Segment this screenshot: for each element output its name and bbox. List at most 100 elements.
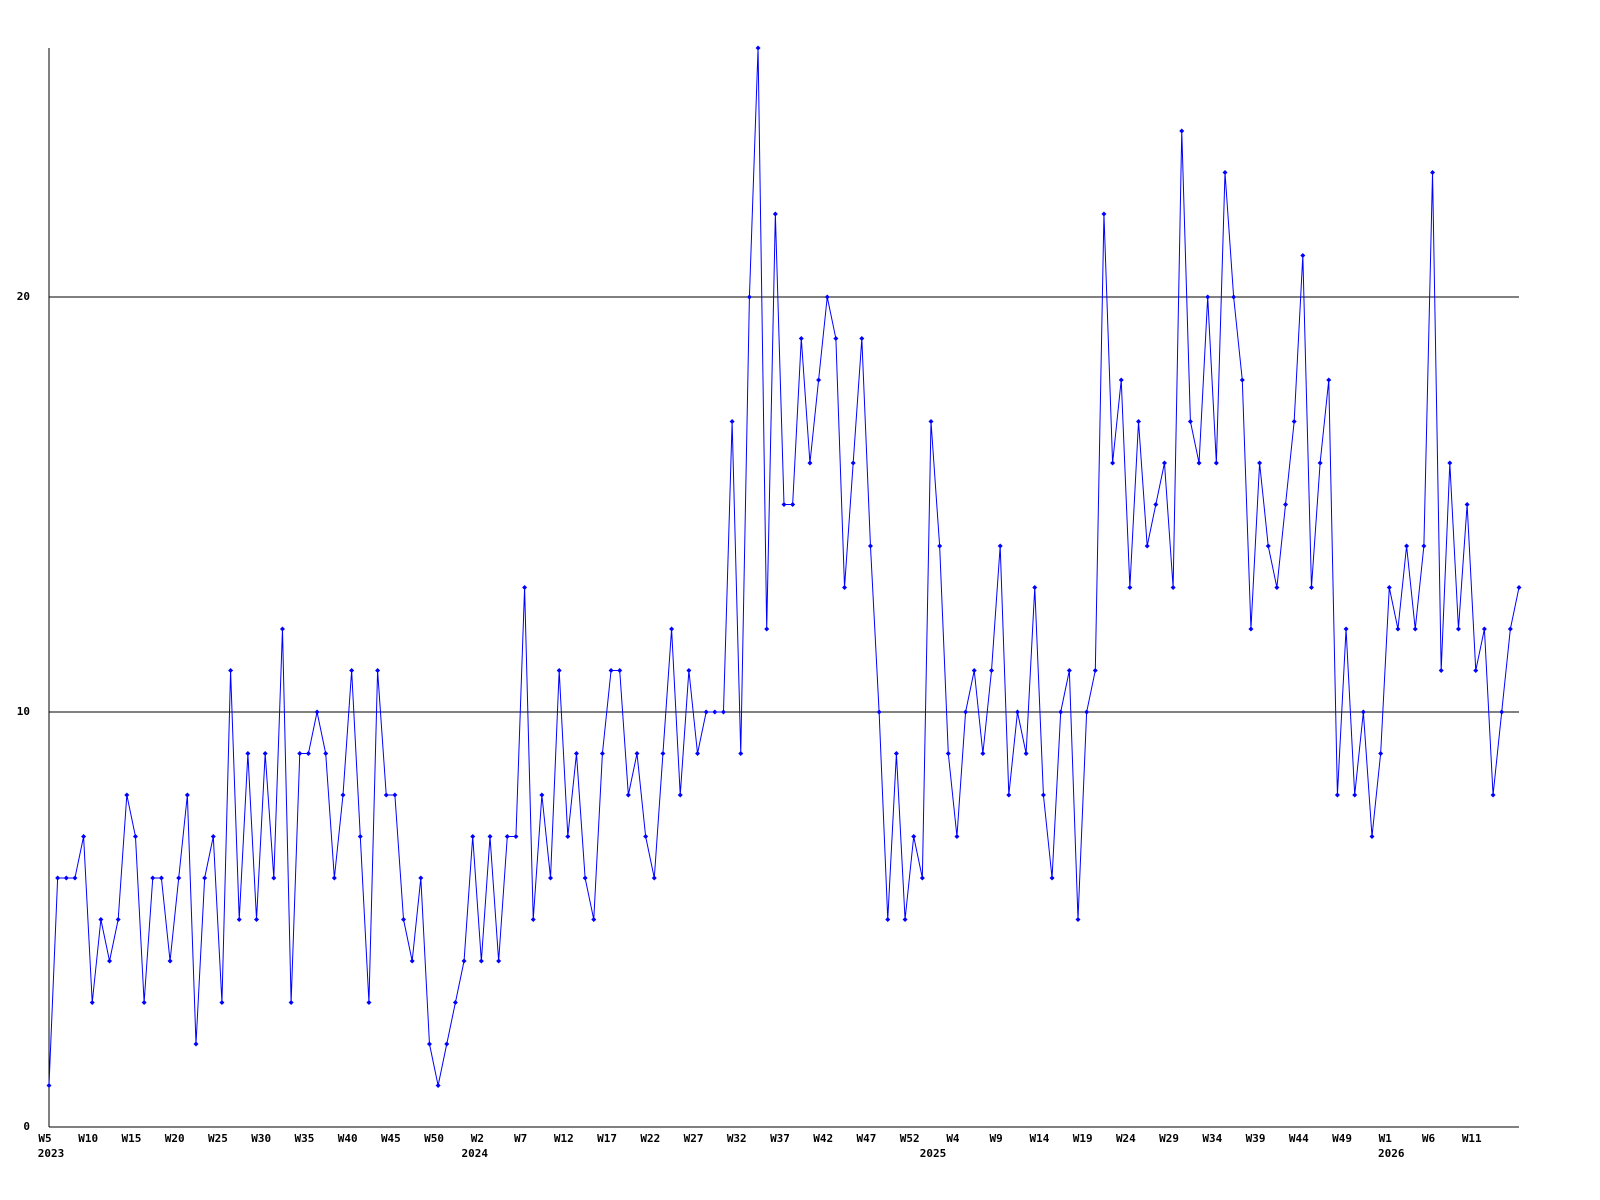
point [1084,709,1090,715]
point [124,792,130,798]
point [720,709,726,715]
point [591,917,597,922]
x-tick-label: W11 [1462,1132,1482,1145]
point [1386,585,1392,590]
point [816,377,822,383]
point [617,668,623,673]
point [444,1041,450,1047]
point [573,751,579,756]
point [1187,419,1193,424]
point [807,460,813,466]
point [539,792,545,798]
x-tick-label: W2 [471,1132,484,1145]
point [1516,585,1522,590]
point [150,875,156,881]
point [1032,585,1038,590]
point [1075,917,1081,922]
point [158,875,164,881]
point [176,875,182,881]
point [107,958,113,964]
point [989,668,995,673]
point [625,792,631,798]
point [193,1041,199,1047]
point [1421,543,1427,549]
point [686,668,692,673]
point [695,751,701,756]
point [426,1041,432,1047]
point [1205,294,1211,300]
point [254,917,260,922]
point [703,709,709,715]
point [1352,792,1358,798]
point [392,792,398,798]
point [210,834,216,839]
x-tick-label: W15 [122,1132,142,1145]
x-tick-label: W17 [597,1132,617,1145]
x-tick-label: W52 [900,1132,920,1145]
point [634,751,640,756]
point [1110,460,1116,466]
point [522,585,528,590]
point [81,834,87,839]
point [141,1000,147,1005]
point [1404,543,1410,549]
point [435,1083,441,1088]
point [1014,709,1020,715]
point [1066,668,1072,673]
x-tick-label: W19 [1073,1132,1093,1145]
point [790,502,796,507]
x-tick-label: W1 [1379,1132,1393,1145]
point [867,543,873,549]
x-tick-label: W39 [1246,1132,1266,1145]
point [262,751,268,756]
point [184,792,190,798]
x-tick-label: W49 [1332,1132,1352,1145]
point [876,709,882,715]
point [452,1000,458,1005]
point [937,543,943,549]
line [48,47,1520,1086]
point [1127,585,1133,590]
point [1300,253,1306,258]
point [971,668,977,673]
x-tick-label: W32 [727,1132,747,1145]
point [1274,585,1280,590]
point [1058,709,1064,715]
point [1447,460,1453,466]
point [1455,626,1461,632]
point [46,1083,52,1088]
point [738,751,744,756]
point [1343,626,1349,632]
x-tick-label: W35 [294,1132,314,1145]
point [582,875,588,881]
point [1395,626,1401,632]
x-tick-label: W24 [1116,1132,1136,1145]
point [323,751,329,756]
point [1248,626,1254,632]
y-tick-label: 0 [23,1120,30,1133]
point [1430,170,1436,175]
point [850,460,856,466]
x-tick-label: W6 [1422,1132,1436,1145]
point [833,336,839,341]
x-year-label: 2023 [38,1147,65,1160]
x-tick-label: W45 [381,1132,401,1145]
point [902,917,908,922]
point [997,543,1003,549]
point [55,875,61,881]
point [366,1000,372,1005]
x-tick-label: W20 [165,1132,185,1145]
point [1360,709,1366,715]
point [245,751,251,756]
point [236,917,242,922]
point [1222,170,1228,175]
x-tick-label: W22 [640,1132,660,1145]
y-tick-label: 20 [17,290,30,303]
point [824,294,830,300]
x-tick-label: W37 [770,1132,790,1145]
point [1049,875,1055,881]
point [1369,834,1375,839]
point [167,958,173,964]
